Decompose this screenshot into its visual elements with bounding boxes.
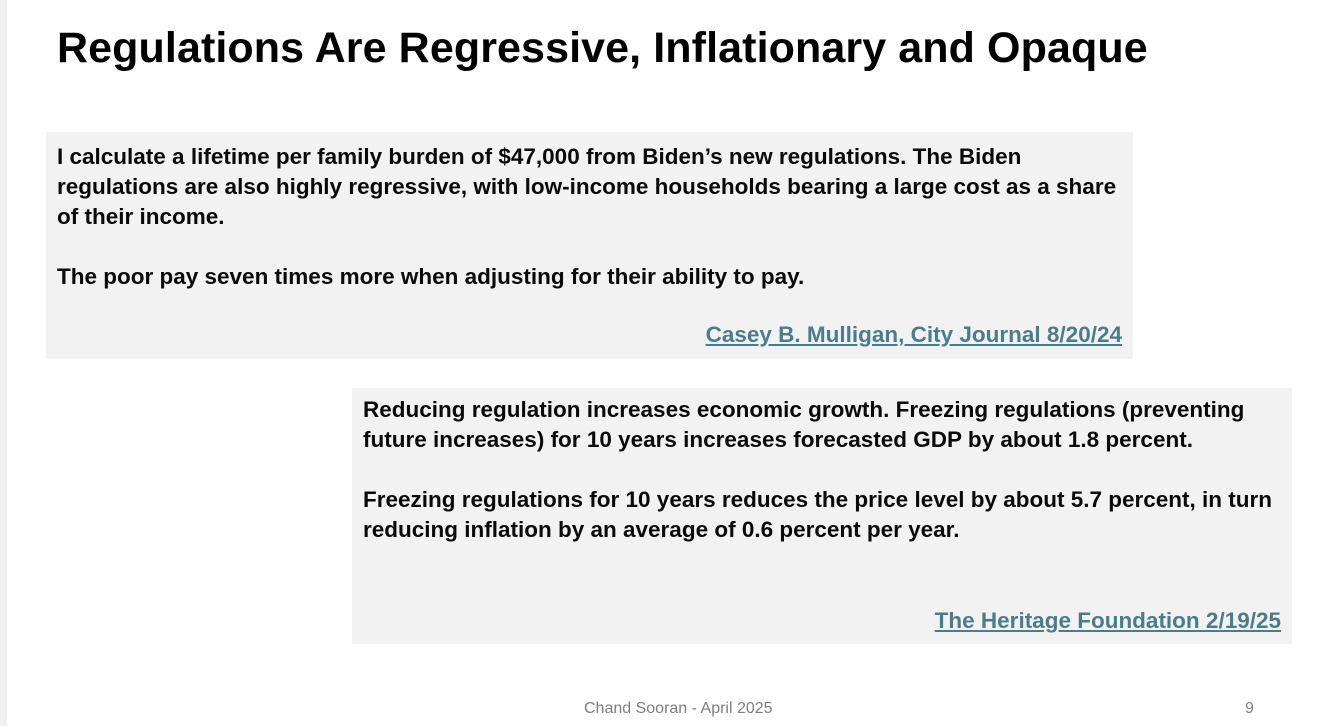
slide-left-edge (0, 0, 7, 726)
source-link-mulligan[interactable]: Casey B. Mulligan, City Journal 8/20/24 (705, 322, 1122, 347)
slide-footer: Chand Sooran - April 2025 (584, 700, 773, 717)
quote-box-heritage: Reducing regulation increases economic g… (352, 388, 1292, 644)
quote-paragraph: Reducing regulation increases economic g… (363, 397, 1245, 452)
quote-paragraph: Freezing regulations for 10 years reduce… (363, 487, 1273, 542)
slide-title: Regulations Are Regressive, Inflationary… (57, 24, 1148, 72)
quote-paragraph: The poor pay seven times more when adjus… (57, 264, 805, 289)
quote-box-mulligan: I calculate a lifetime per family burden… (46, 132, 1133, 359)
quote-paragraph: I calculate a lifetime per family burden… (57, 144, 1117, 229)
page-number: 9 (1245, 700, 1254, 717)
source-link-heritage[interactable]: The Heritage Foundation 2/19/25 (934, 608, 1281, 633)
